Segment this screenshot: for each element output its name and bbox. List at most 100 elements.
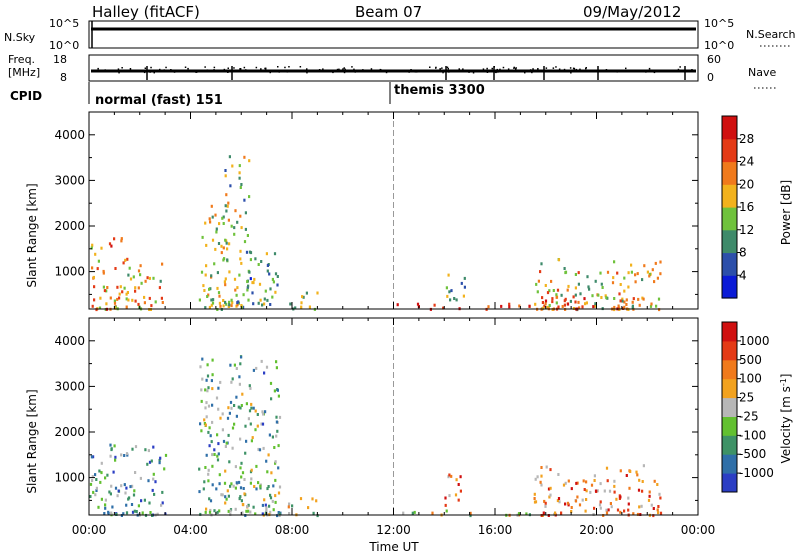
data-cell — [146, 276, 149, 280]
data-cell — [449, 298, 452, 302]
data-cell — [455, 298, 458, 302]
nave-point — [513, 67, 515, 69]
data-cell — [257, 263, 260, 266]
nave-point — [353, 68, 355, 71]
data-cell — [207, 472, 210, 476]
data-cell — [253, 485, 256, 488]
data-cell — [215, 227, 218, 231]
colorbar-tick-label: 12 — [739, 223, 754, 237]
data-cell — [242, 487, 245, 490]
nave-point — [255, 66, 258, 69]
data-cell — [554, 511, 557, 515]
data-cell — [152, 472, 155, 476]
data-cell — [204, 423, 207, 427]
cpid-mode-1: normal (fast) 151 — [95, 93, 223, 108]
nave-point — [195, 71, 197, 73]
data-cell — [229, 509, 232, 513]
data-cell — [594, 304, 597, 308]
data-cell — [275, 415, 278, 419]
data-cell — [230, 380, 233, 384]
data-cell — [158, 286, 161, 290]
nave-point — [507, 68, 510, 70]
data-cell — [210, 204, 213, 208]
nave-point — [531, 71, 533, 74]
colorbar-tick-label: -25 — [739, 409, 759, 423]
data-cell — [204, 221, 207, 225]
data-cell — [291, 504, 294, 508]
data-cell — [534, 477, 537, 481]
data-cell — [129, 277, 133, 281]
nave-point — [336, 68, 339, 71]
nave-point — [558, 68, 561, 70]
data-cell — [230, 304, 233, 308]
nave-point — [499, 68, 501, 71]
data-cell — [222, 299, 225, 302]
data-cell — [543, 499, 546, 503]
data-cell — [444, 503, 447, 507]
data-cell — [627, 508, 630, 512]
colorbar-swatch — [722, 138, 737, 163]
data-cell — [211, 215, 214, 219]
nave-point — [563, 68, 566, 71]
data-cell — [239, 257, 242, 261]
nave-point — [477, 69, 479, 72]
data-cell — [315, 499, 318, 503]
data-cell — [260, 359, 263, 363]
data-cell — [238, 382, 241, 386]
data-cell — [288, 502, 291, 506]
nave-point — [414, 71, 417, 73]
nave-point — [679, 66, 681, 68]
data-cell — [579, 292, 582, 296]
data-cell — [539, 480, 542, 484]
data-cell — [206, 295, 209, 298]
data-cell — [604, 294, 607, 298]
data-cell — [100, 497, 103, 501]
data-cell — [617, 304, 620, 308]
data-cell — [537, 279, 540, 283]
data-cell — [605, 296, 608, 300]
data-cell — [593, 479, 596, 482]
nave-point — [129, 68, 132, 70]
data-cell — [613, 305, 616, 309]
data-cell — [239, 249, 242, 253]
data-cell — [625, 303, 628, 306]
nave-point — [163, 69, 165, 71]
nave-point — [149, 71, 151, 73]
data-cell — [611, 281, 615, 285]
data-cell — [123, 483, 126, 487]
data-cell — [411, 511, 414, 515]
colorbar-swatch — [722, 359, 737, 380]
nave-point — [351, 66, 353, 68]
data-cell — [576, 495, 579, 499]
data-cell — [635, 470, 638, 474]
ytick-label: 4000 — [54, 334, 85, 348]
nave-point — [243, 70, 246, 73]
nave-point — [482, 68, 485, 70]
nsky-panel: N.Sky 10^5 10^0 10^5 10^0 N.Search — [4, 17, 796, 52]
data-cell — [621, 297, 624, 301]
data-cell — [625, 298, 628, 302]
data-cell — [247, 509, 250, 513]
data-cell — [139, 273, 142, 277]
data-cell — [269, 381, 273, 385]
xtick-label: 08:00 — [275, 523, 310, 537]
data-cell — [215, 487, 218, 491]
nave-point — [461, 70, 463, 72]
nave-point — [227, 67, 229, 69]
data-cell — [599, 500, 602, 504]
data-cell — [227, 201, 230, 205]
data-cell — [261, 422, 265, 426]
data-cell — [227, 433, 230, 437]
data-cell — [225, 441, 228, 445]
data-cell — [98, 469, 101, 473]
data-cell — [249, 386, 252, 390]
nsearch-label: N.Search — [746, 28, 796, 41]
data-cell — [210, 440, 213, 444]
data-cell — [269, 510, 272, 514]
data-cell — [109, 296, 112, 300]
data-cell — [459, 475, 462, 479]
data-cell — [123, 454, 126, 457]
data-cell — [125, 292, 128, 296]
nave-point — [637, 69, 640, 72]
data-cell — [589, 490, 592, 494]
